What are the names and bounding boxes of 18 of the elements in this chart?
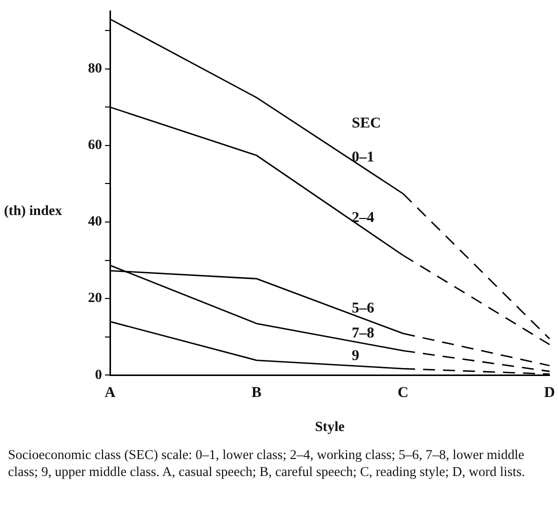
series-label: 9 [352,348,360,364]
text: Socioeconomic class (SEC) scale: 0–1, lower class; 2–4, working class; 5–6, 7–8, lower middle class; 9, upper middle class. A, casual speech; B, careful speech; C, reading style; D, word lists. [8,446,526,480]
series-label: 0–1 [352,149,374,166]
series-label: 2–4 [352,210,375,226]
y-tick-label: 40 [88,214,102,230]
legend-title: SEC [352,115,381,132]
x-tick-label: D [544,385,556,402]
series-label: 7–8 [352,325,374,342]
y-tick-label: 0 [95,368,102,383]
x-tick-label: B [252,385,262,402]
x-axis-title: Style [315,420,345,436]
y-tick-label: 80 [88,61,102,76]
y-axis-title: (th) index [4,204,62,220]
x-tick-label: C [398,385,408,402]
y-tick-label: 20 [88,291,102,306]
series-label: 5–6 [352,300,375,316]
y-tick-label: 60 [88,138,102,154]
x-tick-label: A [104,385,116,402]
